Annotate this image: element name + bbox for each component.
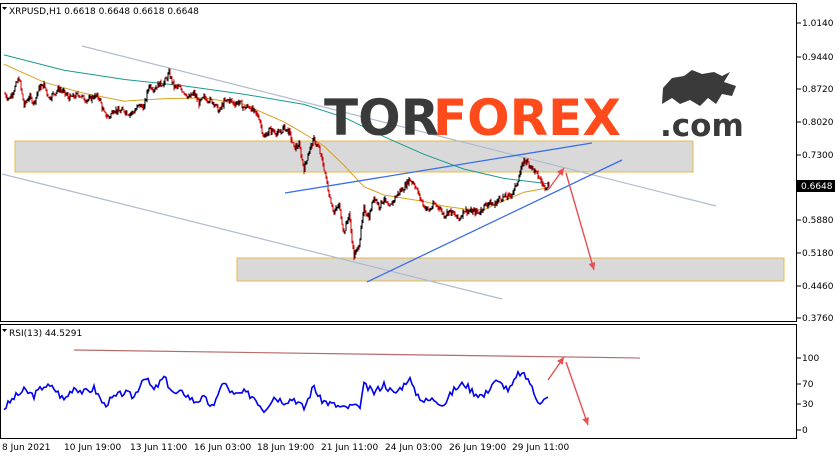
rsi-layer bbox=[3, 349, 641, 414]
rsi-y-axis: 100 70 30 0 bbox=[797, 354, 819, 436]
x-tick: 18 Jun 19:00 bbox=[257, 443, 314, 453]
candles-layer bbox=[4, 68, 550, 261]
x-tick: 29 Jun 11:00 bbox=[512, 443, 569, 453]
ma-slow-line bbox=[3, 54, 550, 185]
wedge-upper-trendline bbox=[284, 142, 593, 194]
rsi-header: RSI(13) 44.5291 bbox=[9, 329, 82, 339]
channel-layer bbox=[1, 45, 717, 300]
rsi-y-tick: 30 bbox=[802, 400, 814, 410]
price-y-tick: 0.4460 bbox=[802, 282, 834, 292]
price-y-tick: 0.8720 bbox=[802, 85, 834, 95]
x-tick: 16 Jun 03:00 bbox=[194, 443, 251, 453]
price-y-tick: 0.7300 bbox=[802, 151, 834, 161]
channel-upper-line bbox=[81, 45, 717, 207]
price-header: XRPUSD,H1 0.6618 0.6648 0.6618 0.6648 bbox=[9, 7, 199, 17]
x-tick: 13 Jun 11:00 bbox=[130, 443, 187, 453]
price-y-tick: 0.8020 bbox=[802, 118, 834, 128]
price-y-tick: 0.9440 bbox=[802, 53, 834, 63]
rsi-panel-menu-icon[interactable] bbox=[2, 329, 7, 332]
watermark-com: .com bbox=[660, 108, 744, 144]
channel-lower-line bbox=[1, 173, 503, 300]
current-price-marker: 0.6648 bbox=[797, 180, 835, 192]
price-panel-menu-icon[interactable] bbox=[2, 7, 7, 10]
bull-logo-icon bbox=[662, 70, 736, 106]
price-y-tick: 0.5880 bbox=[802, 216, 834, 226]
x-tick: 10 Jun 19:00 bbox=[64, 443, 121, 453]
resistance-zone bbox=[14, 140, 694, 173]
rsi-line bbox=[3, 369, 549, 414]
wedge-lower-trendline bbox=[366, 159, 623, 283]
rsi-y-tick: 100 bbox=[802, 354, 819, 364]
svg-text:0.6648: 0.6648 bbox=[801, 182, 833, 192]
zones-layer bbox=[14, 140, 785, 282]
price-arrow-down-shaft bbox=[565, 172, 595, 271]
price-y-axis: 1.0140 0.9440 0.8720 0.8020 0.7300 0.658… bbox=[797, 19, 834, 324]
price-arrow-up-head bbox=[556, 168, 564, 176]
forecast-arrows bbox=[547, 167, 596, 426]
x-tick: 21 Jun 11:00 bbox=[321, 443, 378, 453]
rsi-resistance-line bbox=[73, 349, 641, 359]
x-tick: 26 Jun 19:00 bbox=[449, 443, 506, 453]
rsi-panel bbox=[0, 324, 797, 439]
watermark-forex: FOREX bbox=[433, 89, 621, 147]
x-axis: 8 Jun 2021 10 Jun 19:00 13 Jun 11:00 16 … bbox=[2, 443, 569, 453]
watermark-tor: TOR bbox=[324, 89, 439, 147]
trendlines-layer bbox=[284, 142, 623, 283]
rsi-y-tick: 0 bbox=[802, 426, 808, 436]
x-tick: 8 Jun 2021 bbox=[2, 443, 50, 453]
torforex-watermark: TOR FOREX .com bbox=[324, 70, 744, 147]
price-y-tick: 0.3760 bbox=[802, 314, 834, 324]
rsi-y-tick: 70 bbox=[802, 380, 814, 390]
price-arrow-down-head bbox=[588, 262, 596, 270]
price-y-tick: 0.5180 bbox=[802, 249, 834, 259]
rsi-arrow-up-head bbox=[557, 357, 564, 365]
rsi-arrow-down-shaft bbox=[565, 361, 589, 426]
support-zone bbox=[236, 257, 785, 282]
x-tick: 24 Jun 03:00 bbox=[385, 443, 442, 453]
price-y-tick: 1.0140 bbox=[802, 19, 834, 29]
rsi-arrow-down-head bbox=[582, 417, 589, 425]
